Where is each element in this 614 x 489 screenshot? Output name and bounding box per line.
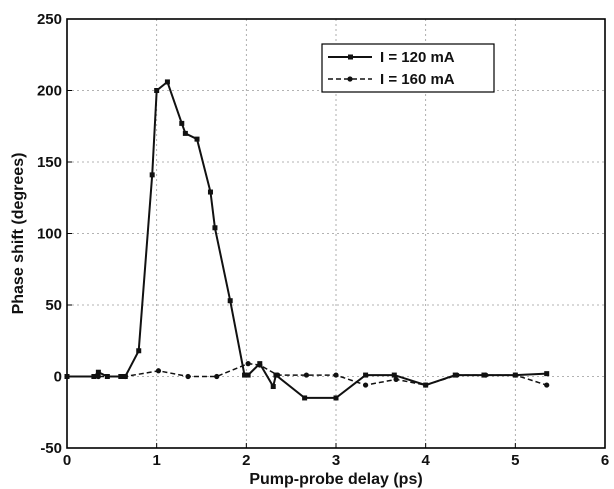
legend-marker-square [348, 54, 353, 60]
series-1 [64, 361, 550, 388]
y-tick-label: 100 [37, 226, 62, 243]
data-point-square [363, 372, 369, 378]
data-point-circle [245, 361, 251, 367]
data-point-circle [214, 373, 220, 380]
legend-box [321, 43, 495, 93]
data-point-square [544, 371, 550, 377]
data-point-circle [333, 372, 339, 378]
legend-entry-120ma: I = 120 mA [328, 49, 455, 66]
series-layer [64, 79, 550, 401]
data-point-square [136, 348, 142, 354]
data-point-circle [544, 382, 550, 388]
legend-marker-circle [347, 76, 353, 82]
x-tick-label: 6 [601, 452, 609, 469]
y-axis-label: Phase shift (degrees) [10, 153, 27, 315]
data-point-circle [362, 382, 369, 388]
legend-label-160ma: I = 160 mA [380, 71, 455, 88]
x-tick-label: 2 [242, 452, 250, 469]
data-point-circle [185, 373, 191, 380]
legend-label-120ma: I = 120 mA [380, 49, 455, 66]
y-axis-ticks: -50 0 50 100 150 200 250 [37, 11, 72, 457]
y-tick-label: 250 [37, 11, 62, 28]
x-tick-label: 0 [63, 452, 71, 469]
y-tick-label: 50 [45, 297, 62, 314]
legend-entry-160ma: I = 160 mA [328, 71, 455, 88]
data-point-square [154, 88, 160, 93]
data-point-circle [483, 372, 489, 378]
data-point-circle [155, 368, 162, 374]
data-point-circle [64, 373, 70, 380]
data-point-circle [303, 372, 310, 378]
data-point-circle [275, 372, 281, 378]
data-point-square [333, 395, 339, 401]
data-point-square [149, 172, 155, 178]
data-point-square [302, 395, 308, 401]
legend: I = 120 mA I = 160 mA [321, 43, 495, 93]
y-tick-label: 150 [37, 154, 62, 171]
data-point-square [194, 136, 200, 142]
data-point-square [207, 189, 213, 195]
data-point-circle [512, 372, 518, 378]
x-tick-label: 3 [332, 452, 340, 469]
data-point-square [95, 369, 101, 375]
y-tick-label: 200 [37, 83, 62, 100]
data-point-square [242, 372, 248, 378]
data-point-circle [95, 373, 101, 380]
data-point-circle [122, 373, 128, 380]
data-point-circle [393, 376, 399, 382]
data-point-circle [423, 382, 429, 388]
data-point-square [245, 372, 251, 378]
data-point-circle [257, 362, 263, 368]
y-tick-label: -50 [40, 440, 62, 457]
data-point-square [212, 225, 218, 231]
data-point-square [182, 130, 188, 136]
data-point-square [391, 372, 397, 378]
data-point-circle [454, 372, 460, 378]
x-axis-ticks: 0 1 2 3 4 5 6 [63, 443, 609, 469]
x-tick-label: 1 [152, 452, 160, 469]
data-point-square [179, 120, 185, 126]
data-point-square [164, 79, 170, 85]
x-axis-label: Pump-probe delay (ps) [249, 471, 422, 488]
y-tick-label: 0 [54, 369, 62, 386]
data-point-square [270, 384, 276, 390]
series-0 [64, 79, 550, 401]
x-tick-label: 4 [421, 452, 430, 469]
x-tick-label: 5 [511, 452, 519, 469]
data-point-square [227, 298, 233, 304]
data-point-square [118, 374, 124, 379]
